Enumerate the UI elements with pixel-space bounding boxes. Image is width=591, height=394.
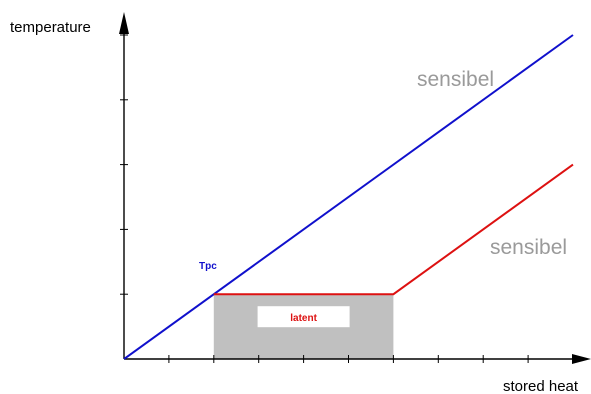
latent-label-box: [257, 306, 350, 328]
y-axis-label: temperature: [10, 19, 91, 36]
x-axis-label: stored heat: [503, 378, 579, 394]
series-line-with-pcm: [213, 163, 574, 296]
sensibel-annotation-upper: sensibel: [417, 68, 494, 91]
axis-ticks: [120, 34, 574, 363]
latent-label: latent: [290, 313, 317, 324]
sensibel-annotation-lower: sensibel: [490, 236, 567, 259]
y-axis-arrow-icon: [119, 12, 129, 34]
tpc-annotation: Tpc: [199, 261, 217, 272]
series-line-sensible-only: [123, 34, 574, 360]
x-axis-arrow-icon: [572, 354, 591, 364]
